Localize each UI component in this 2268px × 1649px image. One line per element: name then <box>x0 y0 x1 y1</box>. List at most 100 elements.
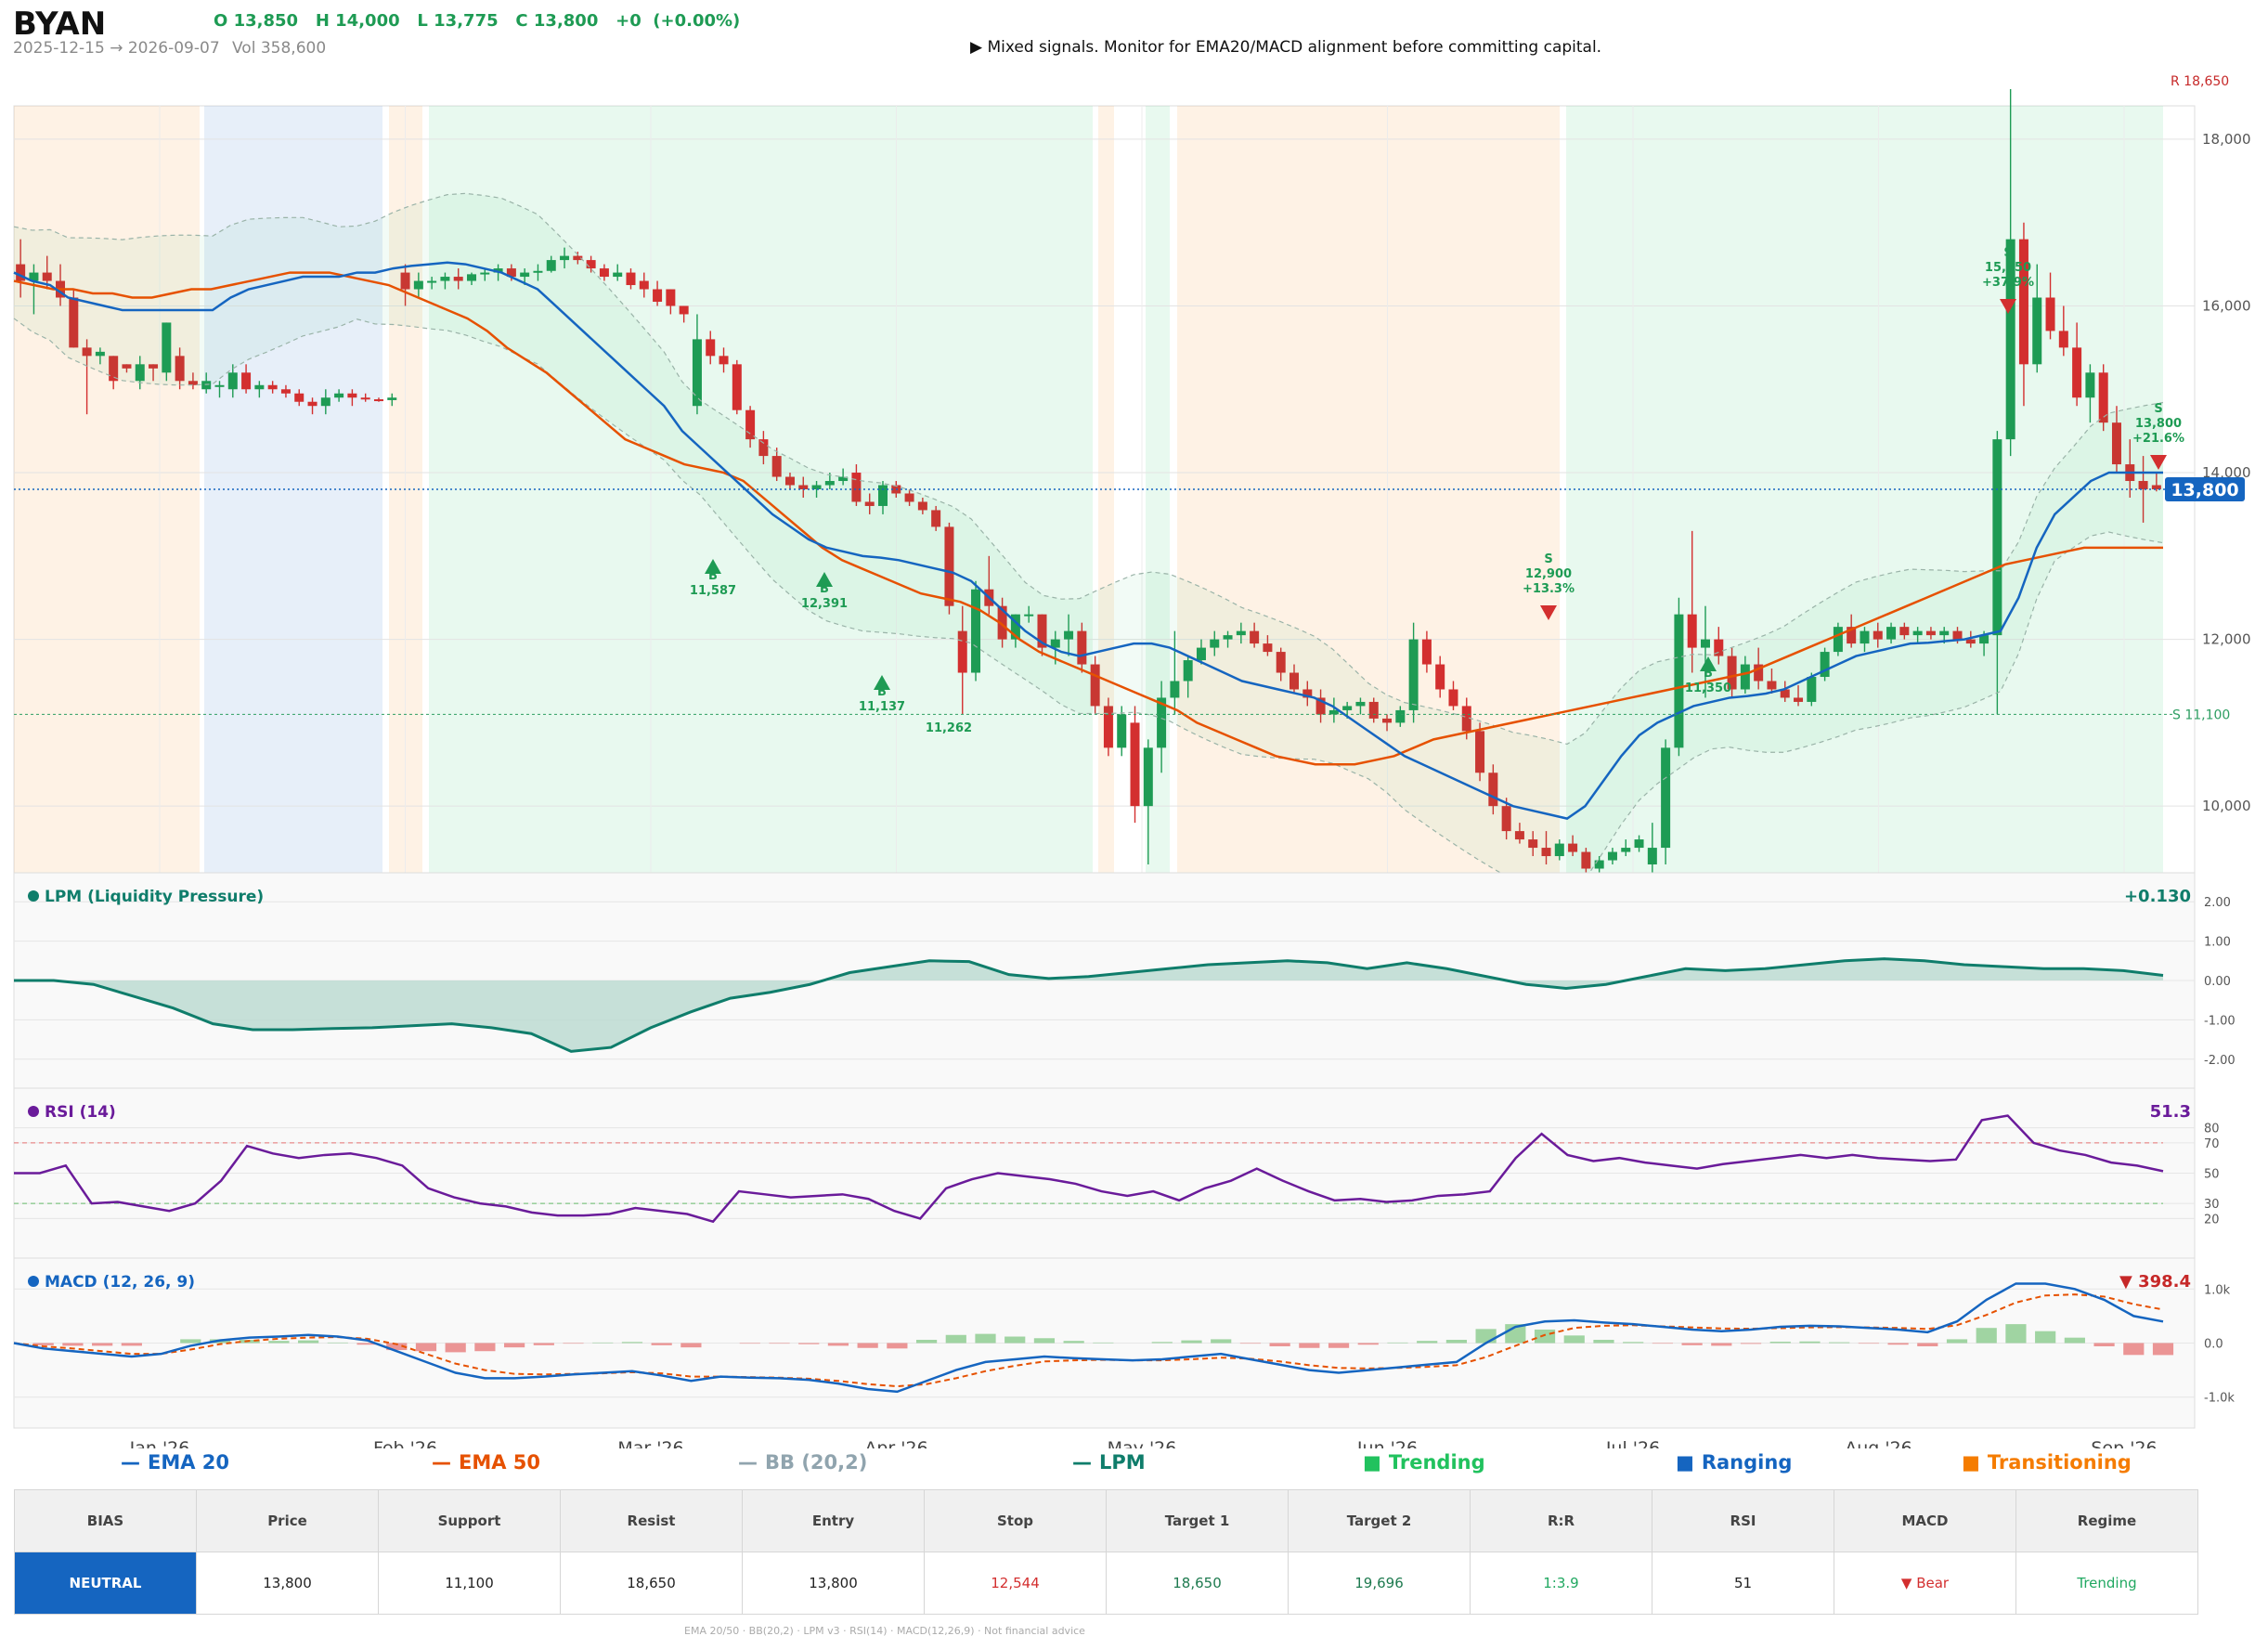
candle-body <box>188 381 198 385</box>
candle-body <box>1077 630 1087 665</box>
macd-histogram-bar <box>915 1340 938 1344</box>
candle-body <box>1050 639 1060 648</box>
rsi-last-value: 51.3 <box>2150 1102 2191 1122</box>
lpm-dot <box>28 890 39 902</box>
macd-histogram-bar <box>1623 1342 1644 1344</box>
candle-body <box>758 439 769 457</box>
regime-value: Trending <box>2015 1552 2198 1615</box>
candle-body <box>1647 848 1657 865</box>
macd-histogram-bar <box>62 1343 84 1346</box>
candle-body <box>732 364 742 410</box>
macd-tick-label: 1.0k <box>2204 1283 2231 1297</box>
header-resist: Resist <box>560 1489 743 1552</box>
macd-histogram-bar <box>356 1343 378 1345</box>
candle-body <box>1395 709 1406 723</box>
levels-value-row: NEUTRAL 13,800 11,100 18,650 13,800 12,5… <box>14 1552 2198 1615</box>
ema50-line <box>13 271 2163 766</box>
target1-value: 18,650 <box>1106 1552 1289 1615</box>
header-target2: Target 2 <box>1288 1489 1471 1552</box>
macd-histogram-bar <box>92 1343 113 1346</box>
legend-lpm[interactable]: — LPM <box>1072 1451 1146 1474</box>
macd-histogram-bar <box>1357 1343 1379 1345</box>
target2-value: 19,696 <box>1288 1552 1471 1615</box>
legend-ema50[interactable]: — EMA 50 <box>432 1451 541 1474</box>
macd-value: ▼ Bear <box>1834 1552 2016 1615</box>
candle-body <box>2005 239 2015 440</box>
header-stop: Stop <box>924 1489 1107 1552</box>
legend-trending[interactable]: ■ Trending <box>1363 1451 1485 1474</box>
candle-body <box>506 268 516 278</box>
last-price-tag <box>2165 477 2245 501</box>
candle-body <box>201 381 212 390</box>
macd-histogram-bar <box>1534 1329 1556 1344</box>
header-target1: Target 1 <box>1106 1489 1289 1552</box>
lpm-tick-label: 1.00 <box>2204 936 2231 950</box>
candle-body <box>1794 697 1804 702</box>
candle-body <box>1223 635 1233 640</box>
trade-price-label: 11,350 <box>1685 682 1731 695</box>
candle-body <box>162 322 172 373</box>
y-tick-label: 18,000 <box>2202 131 2251 148</box>
candle-body <box>2098 372 2108 423</box>
macd-histogram-bar <box>298 1340 319 1344</box>
candle-body <box>241 372 252 390</box>
rsi-value: 51 <box>1652 1552 1834 1615</box>
trade-arrow <box>705 559 721 574</box>
candle-body <box>109 356 119 382</box>
macd-tick-label: -1.0k <box>2204 1392 2235 1406</box>
macd-histogram-bar <box>533 1343 554 1345</box>
trade-arrow <box>874 675 890 690</box>
y-tick-label: 14,000 <box>2202 464 2251 481</box>
macd-histogram-bar <box>2123 1343 2145 1356</box>
candle-body <box>1117 714 1127 748</box>
rsi-dot <box>28 1106 39 1117</box>
legend-transitioning[interactable]: ■ Transitioning <box>1962 1451 2132 1474</box>
candle-body <box>745 409 756 440</box>
lpm-tick-label: 2.00 <box>2204 896 2231 910</box>
x-tick-label: Jan '26 <box>129 1438 190 1448</box>
macd-histogram-bar <box>975 1333 996 1344</box>
resistance-label: R 18,650 <box>2171 74 2229 89</box>
candle-body <box>957 630 967 673</box>
macd-histogram-bar <box>1417 1341 1438 1344</box>
rsi-tick-label: 30 <box>2204 1198 2220 1212</box>
candle-body <box>1355 701 1366 707</box>
candle-body <box>1130 722 1140 807</box>
candle-body <box>719 356 729 365</box>
candle-body <box>453 277 463 281</box>
macd-histogram-bar <box>2064 1337 2085 1344</box>
header-macd: MACD <box>1834 1489 2016 1552</box>
macd-histogram-bar <box>1769 1342 1791 1344</box>
lpm-title: LPM (Liquidity Pressure) <box>45 888 264 906</box>
trade-pct-label: +13.3% <box>1523 582 1575 596</box>
rr-value: 1:3.9 <box>1470 1552 1652 1615</box>
candle-body <box>122 364 132 369</box>
rsi-title: RSI (14) <box>45 1103 116 1122</box>
rsi-tick-label: 20 <box>2204 1213 2220 1227</box>
candle-body <box>706 339 716 357</box>
candle-body <box>1461 706 1471 732</box>
candle-body <box>944 526 954 606</box>
y-tick-label: 12,000 <box>2202 631 2251 648</box>
x-tick-label: Aug '26 <box>1845 1438 1912 1448</box>
candle-body <box>1634 839 1644 849</box>
candle-body <box>175 356 185 382</box>
header-support: Support <box>378 1489 561 1552</box>
legend-ranging[interactable]: ■ Ranging <box>1676 1451 1793 1474</box>
bollinger-fill <box>14 193 2163 893</box>
candle-body <box>360 397 370 400</box>
trade-type-label: B <box>1704 667 1713 681</box>
trade-price-label: 11,587 <box>690 584 736 598</box>
macd-histogram-bar <box>1387 1342 1408 1344</box>
legend-bollinger[interactable]: — BB (20,2) <box>738 1451 868 1474</box>
candle-body <box>1010 614 1020 640</box>
candle-body <box>16 264 26 281</box>
trade-type-label: B <box>877 685 887 699</box>
trade-price-label: 13,800 <box>2135 417 2182 431</box>
chart-canvas[interactable]: 10,000 12,000 14,000 16,000 18,000 Jan '26 Feb… <box>0 0 2268 1448</box>
macd-histogram-bar <box>1475 1329 1497 1344</box>
legend-ema20[interactable]: — EMA 20 <box>121 1451 230 1474</box>
candle-body <box>1157 697 1167 748</box>
candle-body <box>1899 627 1910 636</box>
candle-body <box>666 289 676 306</box>
